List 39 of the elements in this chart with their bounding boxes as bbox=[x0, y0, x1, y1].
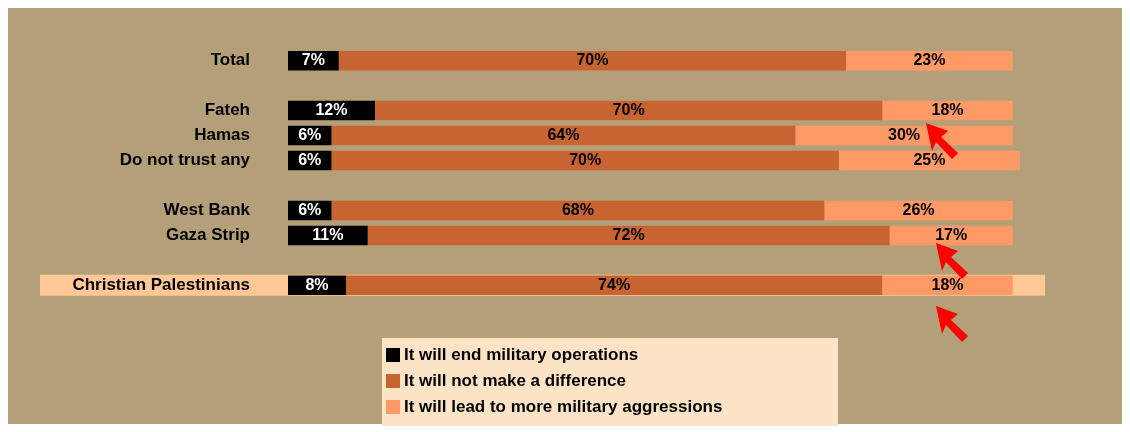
data-label: 7% bbox=[301, 51, 325, 69]
y-tick-label: Christian Palestinians bbox=[72, 275, 250, 295]
data-label: 70% bbox=[569, 150, 602, 168]
data-label: 6% bbox=[298, 200, 322, 218]
data-label: 68% bbox=[561, 200, 594, 218]
y-tick-label: Total bbox=[210, 50, 250, 70]
data-label: 18% bbox=[931, 101, 964, 119]
y-tick-label: Gaza Strip bbox=[165, 225, 250, 245]
data-label: 70% bbox=[576, 51, 609, 69]
data-label: 25% bbox=[913, 150, 946, 168]
legend-label: It will end military operations bbox=[404, 345, 639, 365]
y-tick-label: West Bank bbox=[163, 200, 251, 220]
bar bbox=[338, 50, 847, 71]
data-label: 70% bbox=[612, 101, 645, 119]
data-label: 23% bbox=[913, 51, 946, 69]
data-label: 26% bbox=[902, 200, 935, 218]
y-tick-label: Do not trust any bbox=[119, 150, 251, 170]
data-label: 6% bbox=[298, 150, 322, 168]
legend-label: It will lead to more military aggressions bbox=[404, 397, 723, 417]
bar bbox=[331, 150, 839, 171]
bar bbox=[824, 200, 1013, 221]
data-label: 11% bbox=[312, 225, 344, 243]
bar bbox=[367, 225, 890, 246]
bar bbox=[331, 200, 825, 221]
data-label: 30% bbox=[888, 125, 921, 143]
bar bbox=[374, 100, 883, 121]
data-label: 18% bbox=[931, 275, 964, 293]
y-tick-label: Hamas bbox=[194, 125, 250, 145]
data-label: 12% bbox=[315, 101, 348, 119]
bar bbox=[331, 125, 796, 146]
data-label: 17% bbox=[935, 225, 968, 243]
data-label: 72% bbox=[612, 225, 645, 243]
data-label: 8% bbox=[305, 275, 329, 293]
data-label: 74% bbox=[598, 275, 631, 293]
data-label: 64% bbox=[547, 125, 580, 143]
y-tick-label: Fateh bbox=[204, 100, 250, 120]
data-label: 6% bbox=[298, 125, 322, 143]
legend-label: It will not make a difference bbox=[404, 371, 627, 391]
bar bbox=[846, 50, 1013, 71]
